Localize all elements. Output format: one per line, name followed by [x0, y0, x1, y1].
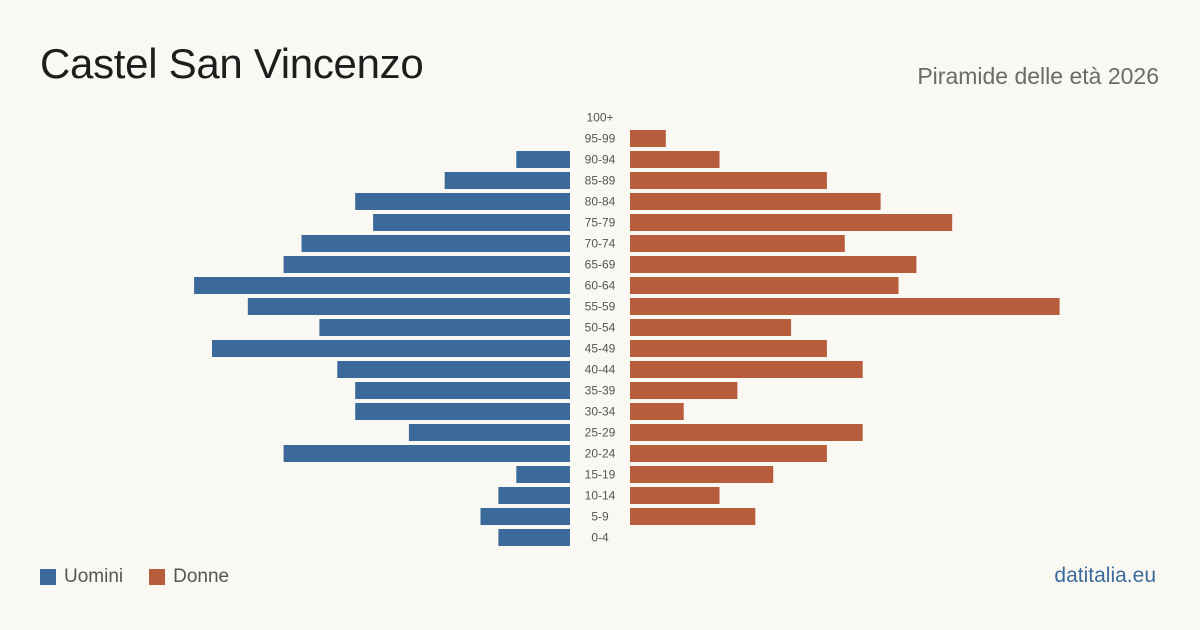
bar-female-45-49: [630, 340, 827, 357]
bar-female-50-54: [630, 319, 792, 336]
legend-label-male: Uomini: [64, 566, 124, 587]
age-label-20-24: 20-24: [585, 447, 616, 461]
legend-item-female: Donne: [149, 566, 229, 588]
age-label-60-64: 60-64: [585, 279, 616, 293]
bar-male-35-39: [355, 382, 570, 399]
bar-female-85-89: [630, 172, 827, 189]
bar-female-90-94: [630, 151, 720, 168]
bar-male-45-49: [212, 340, 570, 357]
bar-male-20-24: [283, 445, 570, 462]
age-label-55-59: 55-59: [585, 300, 616, 314]
bar-female-5-9: [630, 508, 756, 525]
bar-female-10-14: [630, 487, 720, 504]
age-label-80-84: 80-84: [585, 195, 616, 209]
bar-female-80-84: [630, 193, 881, 210]
legend-label-female: Donne: [173, 566, 230, 587]
bar-male-50-54: [319, 319, 570, 336]
bar-female-60-64: [630, 277, 899, 294]
age-label-85-89: 85-89: [585, 174, 616, 188]
bar-female-65-69: [630, 256, 917, 273]
bar-male-40-44: [337, 361, 570, 378]
age-label-45-49: 45-49: [585, 342, 616, 356]
bar-male-60-64: [194, 277, 570, 294]
legend: Uomini Donne: [40, 566, 255, 588]
bar-female-20-24: [630, 445, 827, 462]
source-link[interactable]: datitalia.eu: [1054, 564, 1156, 587]
chart-subtitle: Piramide delle età 2026: [917, 63, 1159, 89]
age-label-70-74: 70-74: [585, 237, 616, 251]
bar-male-85-89: [444, 172, 570, 189]
age-label-75-79: 75-79: [585, 216, 616, 230]
age-label-65-69: 65-69: [585, 258, 616, 272]
bar-female-55-59: [630, 298, 1060, 315]
age-label-5-9: 5-9: [591, 510, 609, 524]
bar-male-15-19: [516, 466, 570, 483]
bar-male-75-79: [373, 214, 570, 231]
age-label-35-39: 35-39: [585, 384, 616, 398]
bar-male-65-69: [283, 256, 570, 273]
bar-female-35-39: [630, 382, 738, 399]
age-label-50-54: 50-54: [585, 321, 616, 335]
age-label-15-19: 15-19: [585, 468, 616, 482]
bar-female-15-19: [630, 466, 774, 483]
bar-male-55-59: [247, 298, 571, 315]
legend-swatch-male: [40, 569, 56, 585]
bar-male-90-94: [516, 151, 570, 168]
age-label-10-14: 10-14: [585, 489, 616, 503]
chart-title: Castel San Vincenzo: [40, 40, 424, 87]
age-label-25-29: 25-29: [585, 426, 616, 440]
bar-male-25-29: [408, 424, 570, 441]
bar-female-75-79: [630, 214, 953, 231]
age-label-100+: 100+: [586, 111, 613, 125]
age-label-40-44: 40-44: [585, 363, 616, 377]
bar-male-30-34: [355, 403, 570, 420]
age-label-90-94: 90-94: [585, 153, 616, 167]
bar-male-10-14: [498, 487, 570, 504]
bar-male-80-84: [355, 193, 570, 210]
bar-male-70-74: [301, 235, 570, 252]
bar-female-25-29: [630, 424, 863, 441]
age-label-95-99: 95-99: [585, 132, 616, 146]
bar-male-0-4: [498, 529, 570, 546]
bar-male-5-9: [480, 508, 570, 525]
age-label-30-34: 30-34: [585, 405, 616, 419]
bar-female-40-44: [630, 361, 863, 378]
bar-female-95-99: [630, 130, 666, 147]
legend-item-male: Uomini: [40, 566, 123, 588]
bar-female-30-34: [630, 403, 684, 420]
legend-swatch-female: [149, 569, 166, 585]
age-label-0-4: 0-4: [591, 531, 609, 545]
bar-female-70-74: [630, 235, 845, 252]
